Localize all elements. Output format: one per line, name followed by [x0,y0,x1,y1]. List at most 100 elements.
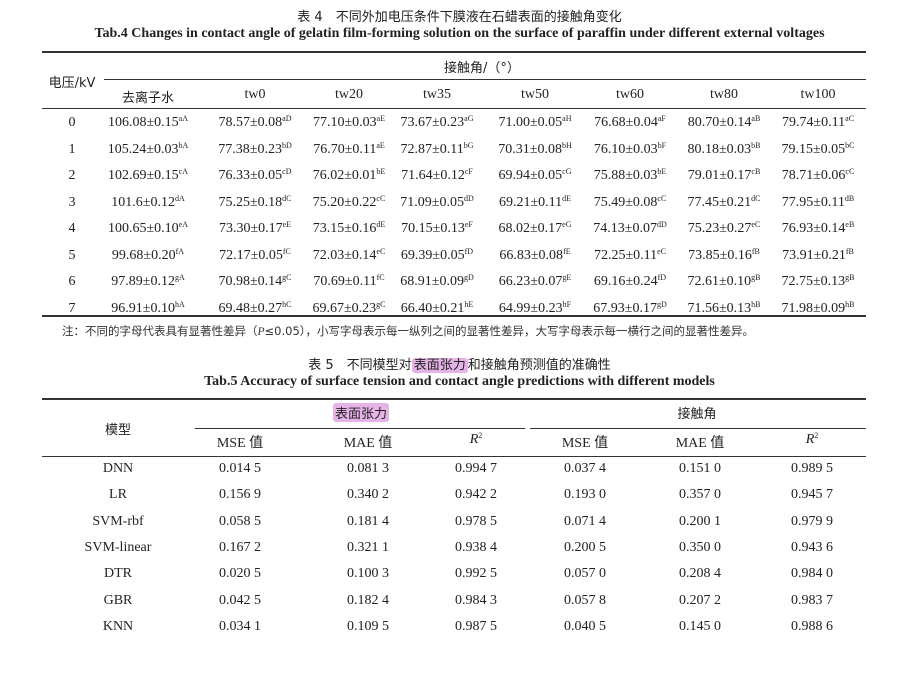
voltage-cell: 4 [68,221,76,236]
table5-title-en: Tab.5 Accuracy of surface tension and co… [204,374,715,389]
table-cell: 101.6±0.12dA [111,193,185,211]
column-label: MSE 值 [216,436,264,451]
cell-value: 73.67±0.23 [400,115,465,130]
superscript: 2 [814,431,819,440]
column-header: tw20 [335,87,363,102]
cell-value: 77.10±0.03 [312,115,377,130]
cell-value: 79.01±0.17 [687,168,752,183]
table-cell: 0.357 0 [679,487,721,503]
table4-note: 注：不同的字母代表具有显著性差异（P≤0.05），小写字母表示每一纵列之间的显著… [62,323,754,339]
significance-letters: gB [845,273,855,282]
cell-value: 70.98±0.14 [218,274,283,289]
cell-value: 68.02±0.17 [498,221,563,236]
cell-value: 76.70±0.11 [313,141,377,157]
table-cell: 0.037 4 [564,461,606,476]
table-cell: 0.057 0 [564,566,606,582]
table-cell: 79.74±0.11aC [782,115,854,131]
cell-value: 77.38±0.23 [218,141,282,157]
significance-letters: gD [656,299,667,309]
significance-letters: gA [174,273,185,282]
table-cell: 0.167 2 [219,539,261,555]
cell-value: 69.16±0.24 [593,274,658,289]
significance-letters: aH [562,114,572,123]
significance-letters: gD [463,273,474,282]
significance-letters: bC [845,140,855,150]
cell-value: 72.75±0.13 [781,274,846,289]
significance-letters: dC [751,193,761,203]
significance-letters: aA [178,114,189,123]
significance-letters: bF [657,140,667,150]
column-header: tw60 [616,87,644,102]
significance-letters: gB [751,273,761,282]
cell-value: 68.91±0.09 [400,274,464,289]
table-cell: 0.020 5 [219,566,261,582]
table-cell: 0.989 5 [791,461,833,476]
table-cell: 72.25±0.11eC [594,247,666,264]
table-cell: 77.38±0.23bD [218,141,291,158]
significance-letters: bE [376,167,386,176]
significance-letters: fD [464,246,474,256]
table5-group-contact-angle: 接触角 [677,407,717,422]
table-cell: 96.91±0.10hA [111,299,185,317]
voltage-cell: 6 [68,274,76,289]
superscript: 2 [478,431,483,440]
table4-title-cn: 表 4 不同外加电压条件下膜液在石蜡表面的接触角变化 [297,10,622,25]
table-cell: 0.200 5 [564,539,606,555]
table-cell: 66.23±0.07gE [499,274,572,290]
voltage-cell: 3 [68,194,76,210]
column-header: 去离子水 [121,91,175,106]
cell-value: 70.15±0.13 [401,221,465,236]
cell-value: 106.08±0.15 [107,115,179,130]
cell-value: 70.31±0.08 [498,141,562,157]
voltage-cell: 2 [68,168,76,183]
significance-letters: dE [562,193,572,203]
table-cell: 69.67±0.23gC [312,300,385,317]
significance-letters: hE [464,299,474,309]
table-cell: 0.979 9 [791,513,833,529]
table-cell: 72.87±0.11bG [401,141,474,158]
cell-value: 73.85±0.16 [688,247,752,263]
significance-letters: aG [464,114,474,123]
cell-value: 80.70±0.14 [687,115,752,130]
cell-value: 73.30±0.17 [218,221,283,236]
column-label: MSE 值 [561,436,609,451]
voltage-cell: 5 [68,247,76,263]
table4-header-rule [42,108,866,109]
significance-letters: hA [174,299,185,309]
table-cell: 77.10±0.03aE [313,115,385,131]
significance-letters: aD [282,114,292,123]
cell-value: 69.39±0.05 [400,247,465,263]
table5-title-cn: 表 5 不同模型对 表面张力 和接触角预测值的准确性 [0,354,919,373]
table-cell: 0.081 3 [347,461,389,476]
table-cell: 0.071 4 [564,513,606,529]
model-cell: DNN [102,461,134,476]
table4-top-rule [42,51,866,53]
cell-value: 78.57±0.08 [218,115,283,130]
voltage-cell: 1 [68,141,76,157]
significance-letters: aE [376,140,385,150]
table-cell: 0.350 0 [679,539,721,555]
voltage-cell: 0 [68,115,76,130]
significance-letters: cC [657,193,667,203]
significance-letters: dE [376,220,386,229]
significance-letters: cA [178,167,189,176]
table-cell: 75.23±0.27eC [688,221,761,237]
column-header: tw0 [244,87,266,102]
model-cell: SVM-linear [84,539,152,555]
table-cell: 0.984 3 [455,592,497,608]
note-p: P [257,326,265,338]
cell-value: 66.40±0.21 [400,300,465,316]
column-label: R [469,432,479,447]
cell-value: 100.65±0.10 [107,221,179,236]
table-cell: 0.151 0 [679,461,721,476]
table-cell: 0.208 4 [679,566,721,582]
table-cell: 0.182 4 [347,592,389,608]
title-part: 和接触角预测值的准确性 [467,358,611,373]
cell-value: 75.25±0.18 [218,194,283,210]
cell-value: 64.99±0.23 [498,300,563,316]
significance-letters: dA [174,193,185,203]
title-highlight: 表面张力 [411,358,468,373]
cell-value: 102.69±0.15 [107,168,179,183]
significance-letters: bA [178,140,189,150]
significance-letters: cB [751,167,761,176]
